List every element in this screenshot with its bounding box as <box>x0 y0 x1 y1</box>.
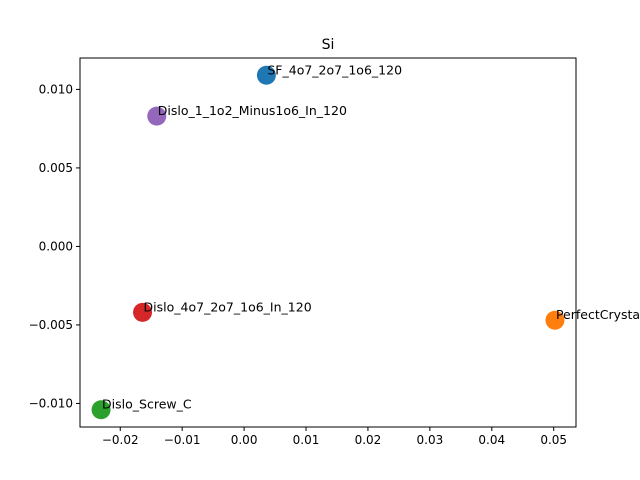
data-point <box>91 400 111 420</box>
point-label: Dislo_Screw_C <box>102 397 192 412</box>
x-tick-label: 0.04 <box>478 433 505 447</box>
data-point <box>256 65 276 85</box>
x-tick-label: −0.01 <box>164 433 201 447</box>
x-tick-label: 0.03 <box>417 433 444 447</box>
y-tick-label: 0.000 <box>39 239 73 253</box>
y-axis: −0.010 −0.005 0.000 0.005 0.010 <box>29 82 80 410</box>
x-axis: −0.02 −0.01 0.00 0.01 0.02 0.03 0.04 0.05 <box>102 427 567 447</box>
y-tick-label: 0.005 <box>39 161 73 175</box>
y-tick-label: −0.005 <box>29 318 73 332</box>
point-label: Dislo_1_1o2_Minus1o6_In_120 <box>158 103 347 118</box>
y-tick-label: 0.010 <box>39 82 73 96</box>
data-point <box>545 310 565 330</box>
x-tick-label: 0.00 <box>231 433 258 447</box>
x-tick-label: 0.01 <box>293 433 320 447</box>
point-label: Dislo_4o7_2o7_1o6_In_120 <box>144 299 312 314</box>
data-point <box>133 302 153 322</box>
x-tick-label: 0.02 <box>355 433 382 447</box>
point-label: SF_4o7_2o7_1o6_120 <box>267 62 402 77</box>
x-tick-label: −0.02 <box>102 433 139 447</box>
data-points: SF_4o7_2o7_1o6_120 PerfectCrystal Dislo_Sc… <box>91 62 640 420</box>
plot-frame <box>79 57 577 428</box>
chart-title: Si <box>322 37 335 53</box>
x-tick-label: 0.05 <box>540 433 567 447</box>
data-point <box>147 106 167 126</box>
y-tick-label: −0.010 <box>29 396 73 410</box>
point-label: PerfectCrystal <box>556 307 640 322</box>
